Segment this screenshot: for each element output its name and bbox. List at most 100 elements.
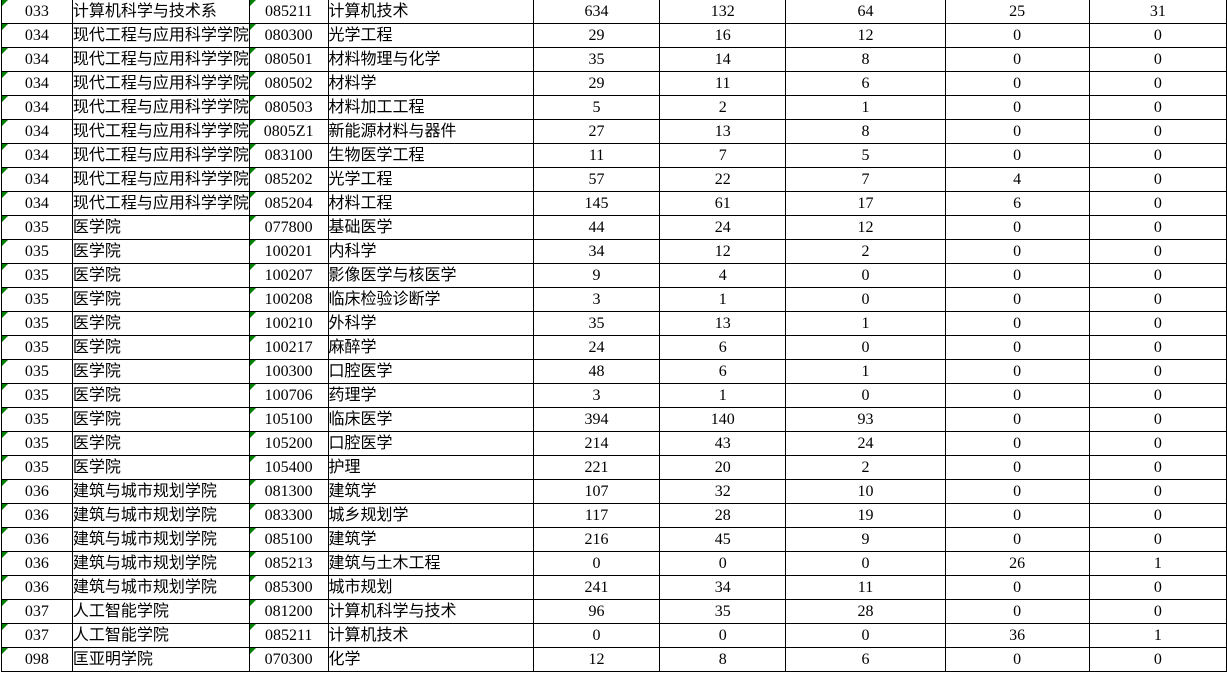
major-code-cell[interactable]: 105400 [248, 455, 329, 480]
major-code-cell[interactable]: 100207 [248, 263, 329, 288]
dept-code-cell[interactable]: 037 [1, 599, 73, 624]
value-cell-1[interactable]: 3 [532, 287, 661, 312]
dept-name-cell[interactable]: 医学院 [71, 239, 250, 264]
major-code-cell[interactable]: 080300 [248, 23, 329, 48]
major-code-cell[interactable]: 0805Z1 [248, 119, 329, 144]
dept-code-cell[interactable]: 035 [1, 335, 73, 360]
dept-code-cell[interactable]: 036 [1, 503, 73, 528]
value-cell-2[interactable]: 32 [659, 479, 787, 504]
value-cell-5[interactable]: 0 [1088, 335, 1227, 360]
major-name-cell[interactable]: 生物医学工程 [327, 143, 534, 168]
value-cell-5[interactable]: 0 [1088, 119, 1227, 144]
value-cell-2[interactable]: 6 [659, 335, 787, 360]
value-cell-3[interactable]: 19 [785, 503, 946, 528]
value-cell-4[interactable]: 4 [944, 167, 1090, 192]
value-cell-4[interactable]: 0 [944, 407, 1090, 432]
value-cell-1[interactable]: 0 [532, 551, 661, 576]
major-name-cell[interactable]: 计算机技术 [327, 0, 534, 24]
value-cell-4[interactable]: 6 [944, 191, 1090, 216]
value-cell-3[interactable]: 0 [785, 287, 946, 312]
value-cell-2[interactable]: 1 [659, 287, 787, 312]
value-cell-5[interactable]: 0 [1088, 455, 1227, 480]
value-cell-4[interactable]: 36 [944, 623, 1090, 648]
dept-code-cell[interactable]: 035 [1, 311, 73, 336]
dept-code-cell[interactable]: 035 [1, 215, 73, 240]
major-name-cell[interactable]: 影像医学与核医学 [327, 263, 534, 288]
value-cell-2[interactable]: 2 [659, 95, 787, 120]
value-cell-1[interactable]: 9 [532, 263, 661, 288]
value-cell-2[interactable]: 6 [659, 359, 787, 384]
value-cell-5[interactable]: 0 [1088, 287, 1227, 312]
value-cell-3[interactable]: 11 [785, 575, 946, 600]
dept-code-cell[interactable]: 035 [1, 455, 73, 480]
dept-name-cell[interactable]: 医学院 [71, 311, 250, 336]
value-cell-2[interactable]: 22 [659, 167, 787, 192]
value-cell-1[interactable]: 0 [532, 623, 661, 648]
dept-name-cell[interactable]: 医学院 [71, 263, 250, 288]
dept-name-cell[interactable]: 人工智能学院 [71, 623, 250, 648]
major-name-cell[interactable]: 麻醉学 [327, 335, 534, 360]
value-cell-3[interactable]: 6 [785, 71, 946, 96]
value-cell-5[interactable]: 0 [1088, 95, 1227, 120]
value-cell-5[interactable]: 1 [1088, 551, 1227, 576]
value-cell-5[interactable]: 0 [1088, 359, 1227, 384]
major-code-cell[interactable]: 085300 [248, 575, 329, 600]
dept-code-cell[interactable]: 034 [1, 47, 73, 72]
value-cell-2[interactable]: 13 [659, 311, 787, 336]
value-cell-4[interactable]: 0 [944, 479, 1090, 504]
value-cell-3[interactable]: 5 [785, 143, 946, 168]
value-cell-3[interactable]: 10 [785, 479, 946, 504]
dept-code-cell[interactable]: 034 [1, 119, 73, 144]
dept-name-cell[interactable]: 现代工程与应用科学学院 [71, 95, 250, 120]
value-cell-5[interactable]: 0 [1088, 143, 1227, 168]
value-cell-5[interactable]: 0 [1088, 599, 1227, 624]
dept-code-cell[interactable]: 034 [1, 95, 73, 120]
dept-name-cell[interactable]: 医学院 [71, 407, 250, 432]
value-cell-1[interactable]: 57 [532, 167, 661, 192]
major-code-cell[interactable]: 085211 [248, 623, 329, 648]
dept-code-cell[interactable]: 035 [1, 239, 73, 264]
value-cell-1[interactable]: 117 [532, 503, 661, 528]
major-code-cell[interactable]: 080501 [248, 47, 329, 72]
value-cell-3[interactable]: 1 [785, 359, 946, 384]
value-cell-2[interactable]: 12 [659, 239, 787, 264]
value-cell-5[interactable]: 0 [1088, 407, 1227, 432]
value-cell-2[interactable]: 61 [659, 191, 787, 216]
major-name-cell[interactable]: 材料学 [327, 71, 534, 96]
value-cell-4[interactable]: 0 [944, 575, 1090, 600]
major-code-cell[interactable]: 105200 [248, 431, 329, 456]
value-cell-3[interactable]: 0 [785, 551, 946, 576]
value-cell-1[interactable]: 27 [532, 119, 661, 144]
value-cell-1[interactable]: 29 [532, 23, 661, 48]
major-code-cell[interactable]: 080502 [248, 71, 329, 96]
major-name-cell[interactable]: 光学工程 [327, 23, 534, 48]
major-name-cell[interactable]: 计算机技术 [327, 623, 534, 648]
value-cell-1[interactable]: 3 [532, 383, 661, 408]
value-cell-4[interactable]: 0 [944, 71, 1090, 96]
dept-name-cell[interactable]: 医学院 [71, 215, 250, 240]
value-cell-2[interactable]: 43 [659, 431, 787, 456]
value-cell-1[interactable]: 107 [532, 479, 661, 504]
value-cell-1[interactable]: 29 [532, 71, 661, 96]
major-name-cell[interactable]: 材料工程 [327, 191, 534, 216]
value-cell-2[interactable]: 45 [659, 527, 787, 552]
value-cell-3[interactable]: 24 [785, 431, 946, 456]
value-cell-2[interactable]: 13 [659, 119, 787, 144]
value-cell-4[interactable]: 0 [944, 359, 1090, 384]
major-name-cell[interactable]: 基础医学 [327, 215, 534, 240]
dept-name-cell[interactable]: 建筑与城市规划学院 [71, 503, 250, 528]
value-cell-3[interactable]: 0 [785, 623, 946, 648]
value-cell-3[interactable]: 9 [785, 527, 946, 552]
dept-code-cell[interactable]: 035 [1, 383, 73, 408]
dept-name-cell[interactable]: 现代工程与应用科学学院 [71, 119, 250, 144]
value-cell-3[interactable]: 12 [785, 23, 946, 48]
major-code-cell[interactable]: 100706 [248, 383, 329, 408]
major-name-cell[interactable]: 外科学 [327, 311, 534, 336]
major-name-cell[interactable]: 材料加工工程 [327, 95, 534, 120]
value-cell-4[interactable]: 0 [944, 599, 1090, 624]
value-cell-5[interactable]: 0 [1088, 575, 1227, 600]
value-cell-3[interactable]: 6 [785, 647, 946, 672]
major-name-cell[interactable]: 新能源材料与器件 [327, 119, 534, 144]
dept-name-cell[interactable]: 医学院 [71, 431, 250, 456]
dept-name-cell[interactable]: 医学院 [71, 287, 250, 312]
